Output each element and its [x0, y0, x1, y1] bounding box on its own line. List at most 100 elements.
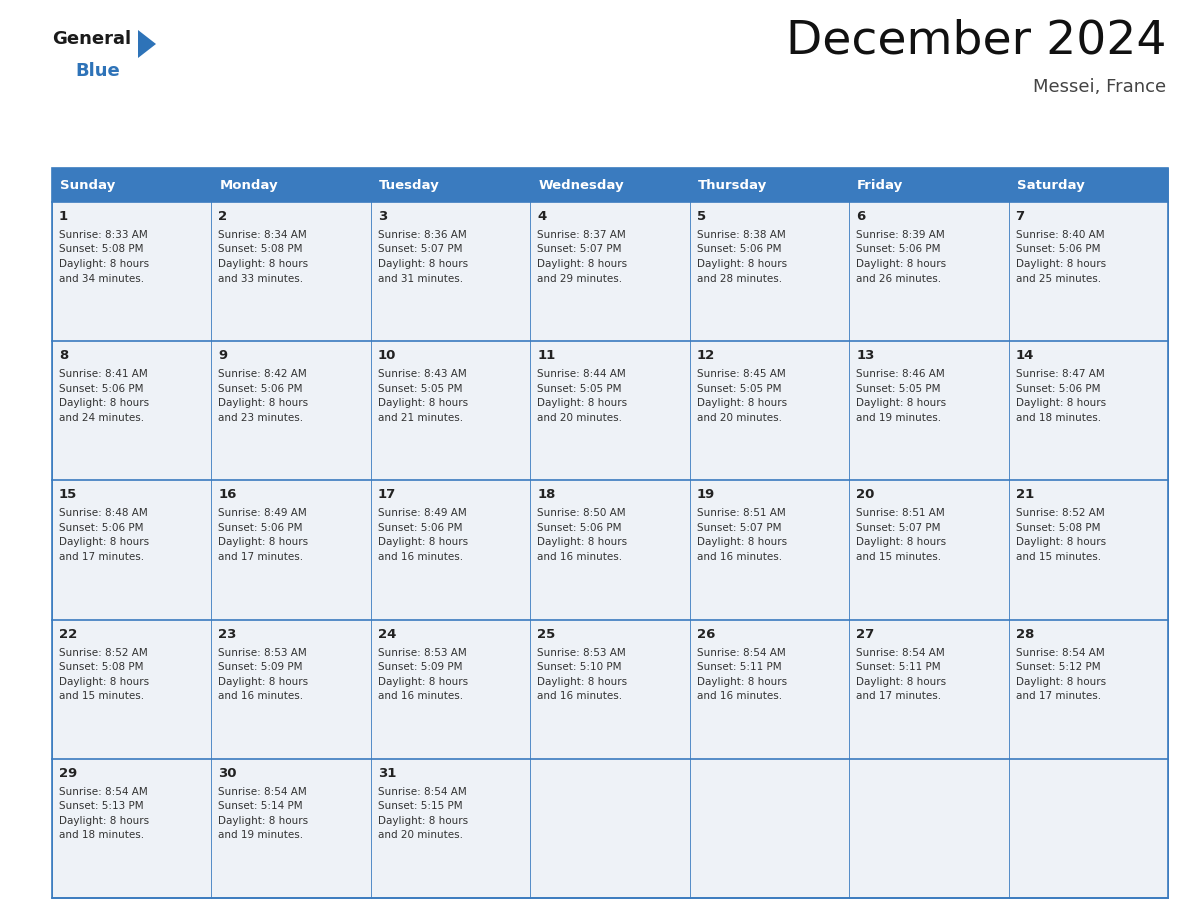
Bar [52, 202, 211, 341]
Text: Sunset: 5:06 PM: Sunset: 5:06 PM [219, 384, 303, 394]
Text: 29: 29 [59, 767, 77, 779]
Text: Thursday: Thursday [697, 178, 767, 192]
Bar [371, 620, 530, 759]
Text: Sunset: 5:06 PM: Sunset: 5:06 PM [537, 523, 621, 533]
Text: Sunset: 5:05 PM: Sunset: 5:05 PM [378, 384, 462, 394]
Text: 21: 21 [1016, 488, 1034, 501]
Text: 8: 8 [59, 349, 68, 363]
Text: and 17 minutes.: and 17 minutes. [219, 552, 304, 562]
Text: Daylight: 8 hours: Daylight: 8 hours [696, 259, 786, 269]
Text: 14: 14 [1016, 349, 1034, 363]
Text: Sunset: 5:06 PM: Sunset: 5:06 PM [1016, 244, 1100, 254]
Text: Daylight: 8 hours: Daylight: 8 hours [1016, 677, 1106, 687]
Text: Daylight: 8 hours: Daylight: 8 hours [537, 677, 627, 687]
Text: 28: 28 [1016, 628, 1034, 641]
Text: 7: 7 [1016, 210, 1025, 223]
Text: Sunset: 5:06 PM: Sunset: 5:06 PM [59, 523, 144, 533]
Bar [690, 341, 849, 480]
Bar [849, 759, 1009, 898]
Text: and 24 minutes.: and 24 minutes. [59, 413, 144, 422]
Text: Daylight: 8 hours: Daylight: 8 hours [1016, 398, 1106, 409]
Bar [690, 202, 849, 341]
Text: Daylight: 8 hours: Daylight: 8 hours [1016, 537, 1106, 547]
Text: and 15 minutes.: and 15 minutes. [59, 691, 144, 701]
Text: 12: 12 [696, 349, 715, 363]
Text: Sunset: 5:09 PM: Sunset: 5:09 PM [378, 662, 462, 672]
Text: 5: 5 [696, 210, 706, 223]
Text: and 21 minutes.: and 21 minutes. [378, 413, 463, 422]
Text: Sunrise: 8:43 AM: Sunrise: 8:43 AM [378, 369, 467, 379]
Text: and 33 minutes.: and 33 minutes. [219, 274, 304, 284]
Text: Sunset: 5:07 PM: Sunset: 5:07 PM [378, 244, 462, 254]
Text: Sunrise: 8:44 AM: Sunrise: 8:44 AM [537, 369, 626, 379]
Text: Daylight: 8 hours: Daylight: 8 hours [857, 259, 947, 269]
Bar [849, 202, 1009, 341]
Text: Sunrise: 8:46 AM: Sunrise: 8:46 AM [857, 369, 944, 379]
Bar [530, 168, 690, 202]
Text: Sunset: 5:12 PM: Sunset: 5:12 PM [1016, 662, 1100, 672]
Text: and 16 minutes.: and 16 minutes. [219, 691, 304, 701]
Text: Daylight: 8 hours: Daylight: 8 hours [59, 537, 150, 547]
Text: Sunset: 5:07 PM: Sunset: 5:07 PM [537, 244, 621, 254]
Text: 18: 18 [537, 488, 556, 501]
Text: and 16 minutes.: and 16 minutes. [696, 552, 782, 562]
Text: Sunrise: 8:34 AM: Sunrise: 8:34 AM [219, 230, 308, 240]
Text: Sunrise: 8:38 AM: Sunrise: 8:38 AM [696, 230, 785, 240]
Text: and 19 minutes.: and 19 minutes. [857, 413, 941, 422]
Text: Sunrise: 8:36 AM: Sunrise: 8:36 AM [378, 230, 467, 240]
Text: Sunset: 5:08 PM: Sunset: 5:08 PM [219, 244, 303, 254]
Text: General: General [52, 30, 131, 48]
Text: Daylight: 8 hours: Daylight: 8 hours [537, 398, 627, 409]
Text: 26: 26 [696, 628, 715, 641]
Text: Daylight: 8 hours: Daylight: 8 hours [219, 398, 309, 409]
Bar [1009, 168, 1168, 202]
Bar [371, 759, 530, 898]
Text: Daylight: 8 hours: Daylight: 8 hours [378, 398, 468, 409]
Bar [849, 620, 1009, 759]
Text: Sunset: 5:06 PM: Sunset: 5:06 PM [59, 384, 144, 394]
Text: and 28 minutes.: and 28 minutes. [696, 274, 782, 284]
Text: Sunrise: 8:51 AM: Sunrise: 8:51 AM [696, 509, 785, 519]
Text: 20: 20 [857, 488, 874, 501]
Text: Sunset: 5:11 PM: Sunset: 5:11 PM [696, 662, 782, 672]
Text: Sunset: 5:13 PM: Sunset: 5:13 PM [59, 801, 144, 812]
Text: and 15 minutes.: and 15 minutes. [857, 552, 941, 562]
Text: Sunrise: 8:53 AM: Sunrise: 8:53 AM [219, 647, 308, 657]
Text: Sunset: 5:08 PM: Sunset: 5:08 PM [59, 244, 144, 254]
Polygon shape [138, 30, 156, 58]
Text: Sunset: 5:09 PM: Sunset: 5:09 PM [219, 662, 303, 672]
Text: Sunset: 5:15 PM: Sunset: 5:15 PM [378, 801, 462, 812]
Text: and 15 minutes.: and 15 minutes. [1016, 552, 1101, 562]
Text: Daylight: 8 hours: Daylight: 8 hours [378, 259, 468, 269]
Text: and 29 minutes.: and 29 minutes. [537, 274, 623, 284]
Bar [690, 620, 849, 759]
Bar [52, 168, 1168, 898]
Bar [1009, 341, 1168, 480]
Text: and 16 minutes.: and 16 minutes. [378, 552, 463, 562]
Text: Daylight: 8 hours: Daylight: 8 hours [219, 677, 309, 687]
Bar [690, 168, 849, 202]
Text: Daylight: 8 hours: Daylight: 8 hours [219, 259, 309, 269]
Bar [52, 620, 211, 759]
Text: Sunrise: 8:54 AM: Sunrise: 8:54 AM [378, 787, 467, 797]
Text: Sunset: 5:05 PM: Sunset: 5:05 PM [696, 384, 782, 394]
Text: and 20 minutes.: and 20 minutes. [537, 413, 623, 422]
Text: Sunrise: 8:53 AM: Sunrise: 8:53 AM [537, 647, 626, 657]
Text: Sunset: 5:06 PM: Sunset: 5:06 PM [378, 523, 462, 533]
Text: Sunrise: 8:54 AM: Sunrise: 8:54 AM [1016, 647, 1105, 657]
Text: 4: 4 [537, 210, 546, 223]
Text: Sunrise: 8:49 AM: Sunrise: 8:49 AM [378, 509, 467, 519]
Text: and 17 minutes.: and 17 minutes. [857, 691, 941, 701]
Text: Daylight: 8 hours: Daylight: 8 hours [59, 259, 150, 269]
Text: Blue: Blue [75, 62, 120, 80]
Text: Sunrise: 8:52 AM: Sunrise: 8:52 AM [59, 647, 147, 657]
Text: Sunrise: 8:50 AM: Sunrise: 8:50 AM [537, 509, 626, 519]
Text: 3: 3 [378, 210, 387, 223]
Text: Sunset: 5:07 PM: Sunset: 5:07 PM [696, 523, 782, 533]
Text: Sunset: 5:06 PM: Sunset: 5:06 PM [1016, 384, 1100, 394]
Text: Sunrise: 8:54 AM: Sunrise: 8:54 AM [857, 647, 944, 657]
Text: 11: 11 [537, 349, 556, 363]
Text: and 25 minutes.: and 25 minutes. [1016, 274, 1101, 284]
Text: 30: 30 [219, 767, 236, 779]
Bar [211, 480, 371, 620]
